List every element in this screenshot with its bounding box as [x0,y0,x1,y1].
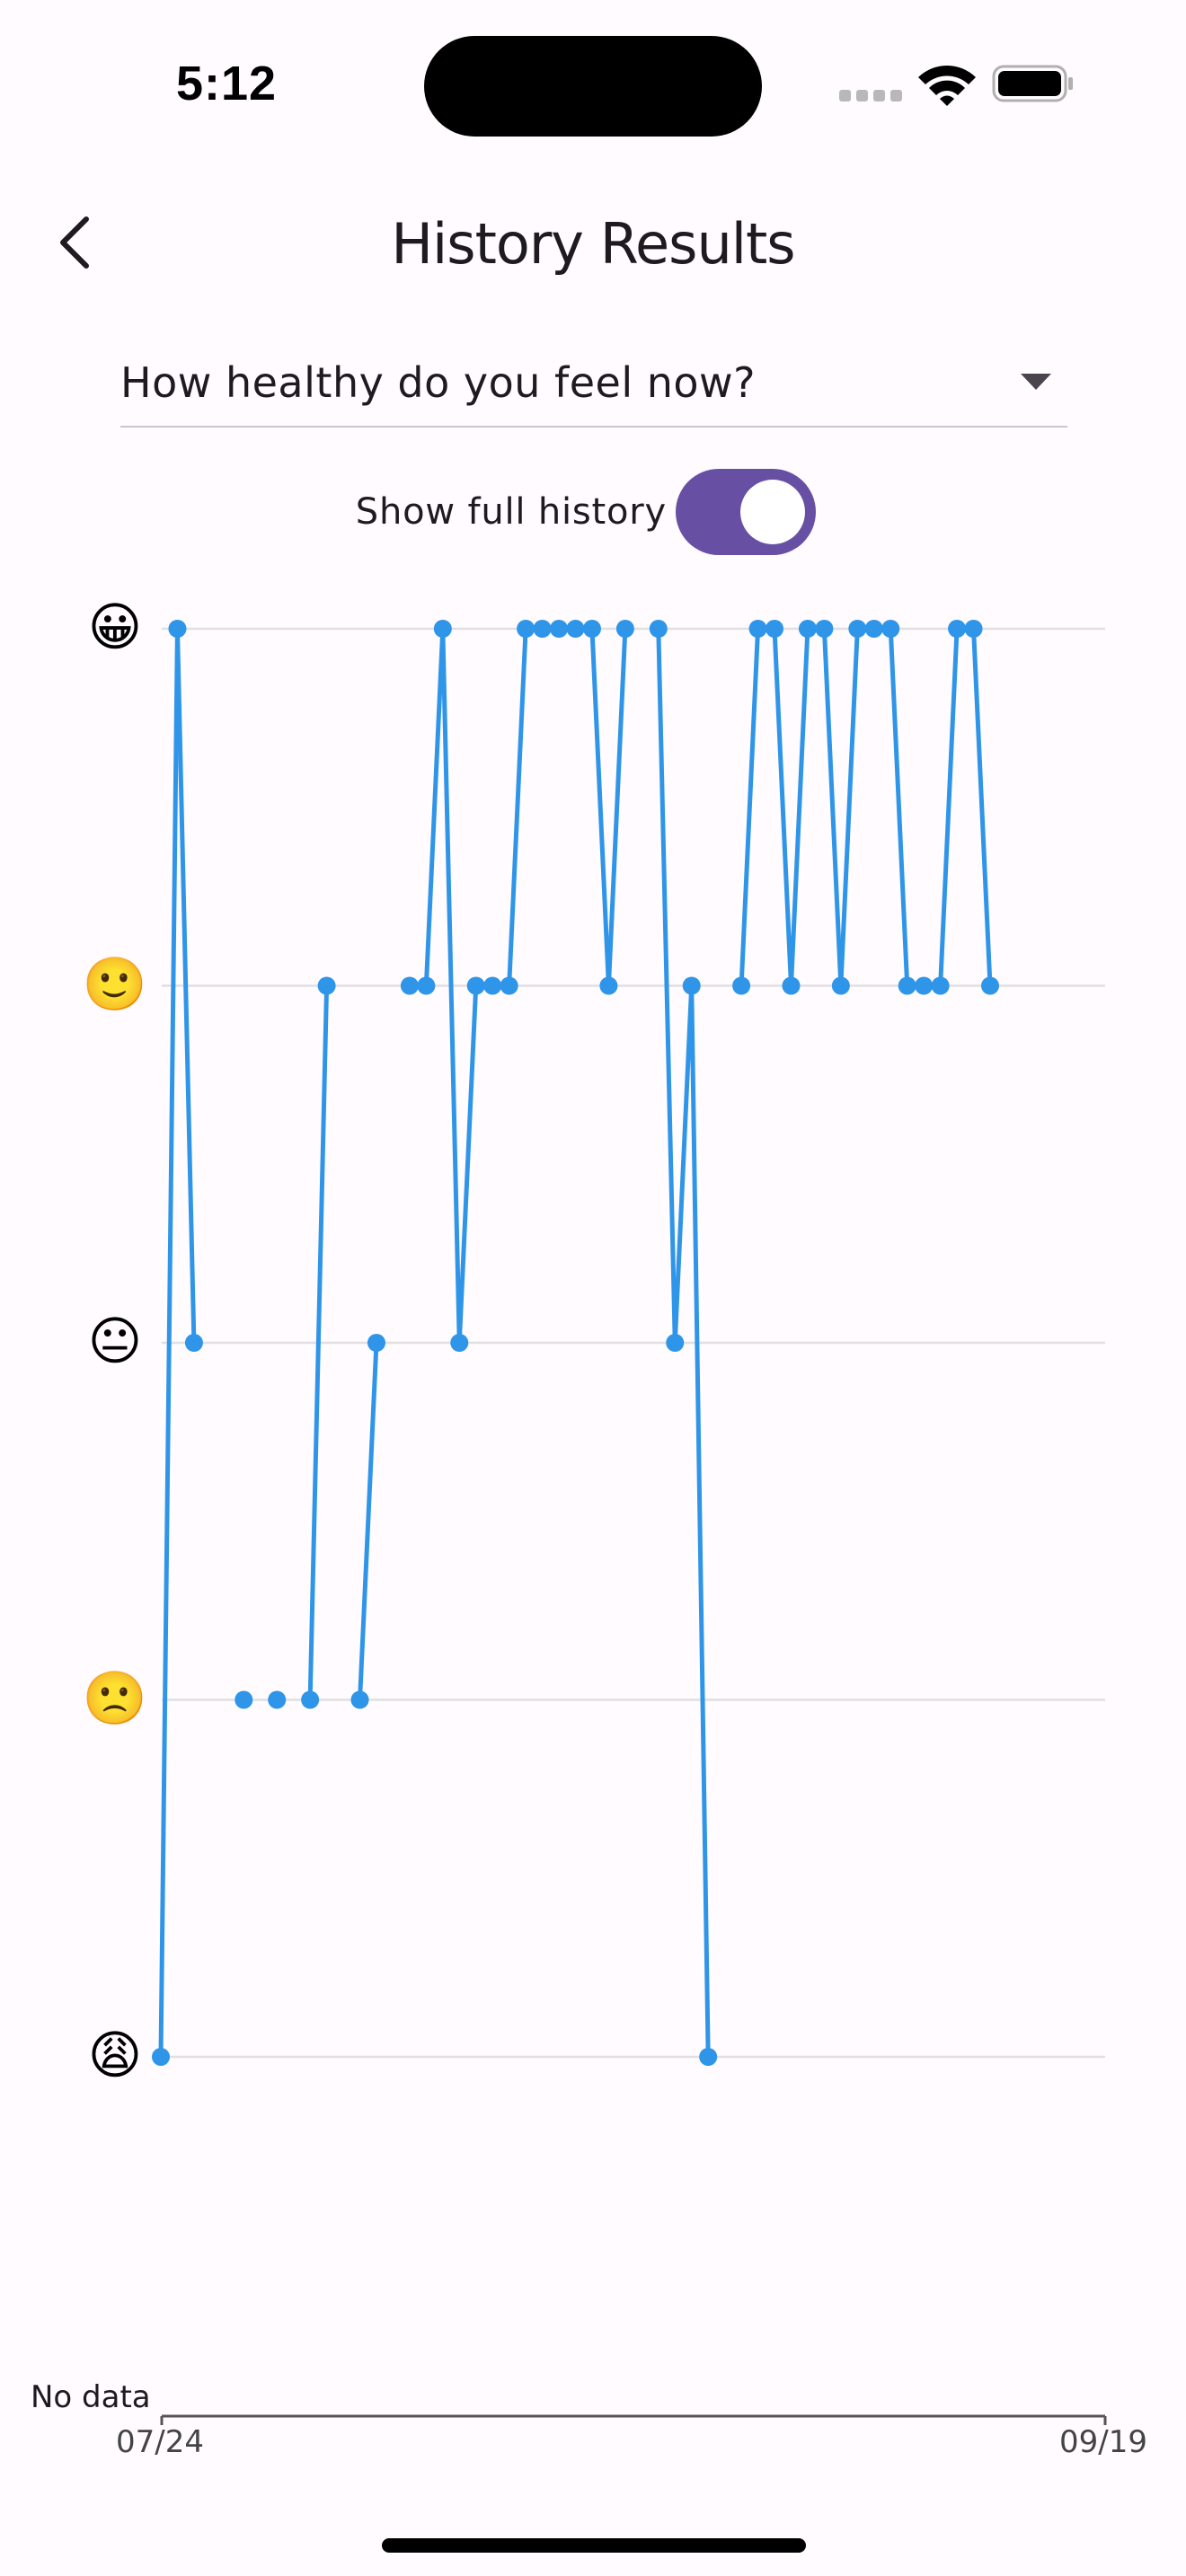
data-point [582,620,601,638]
series-line-segment [174,626,197,1345]
data-point [417,976,436,995]
data-point [848,620,867,638]
cellular-signal-icon [839,90,902,101]
data-point [964,620,983,638]
data-point [268,1690,287,1709]
dynamic-island [424,36,762,137]
question-select[interactable]: How healthy do you feel now? [120,350,1067,428]
series-line-segment [672,984,695,1345]
series-line-segment [656,626,677,1345]
series-line-segment [507,626,528,988]
data-point [831,976,850,995]
series-line-segment [888,626,910,988]
series-line-segment [158,626,180,2060]
data-point [898,976,916,995]
question-select-value: How healthy do you feel now? [120,358,757,407]
data-point [317,976,336,995]
data-point [798,620,817,638]
page-title: History Results [391,211,795,277]
no-data-label: No data [31,2379,151,2415]
data-point [350,1690,369,1709]
y-tick-emoji: 😩 [88,2025,142,2086]
x-end-label: 09/19 [1059,2424,1147,2460]
data-point [815,620,834,638]
data-point [367,1334,385,1352]
data-point [450,1334,469,1352]
data-point [782,976,801,995]
y-tick-emoji: 😐 [88,1310,142,1372]
full-history-toggle[interactable] [676,469,816,555]
data-point [915,976,934,995]
data-point [533,620,552,638]
data-point [732,976,751,995]
wifi-icon [918,66,976,106]
data-point [699,2048,718,2066]
dropdown-arrow-icon [1021,374,1051,390]
data-point [301,1690,320,1709]
series-line-segment [307,984,330,1702]
data-point [881,620,900,638]
data-point [599,976,618,995]
data-point [550,620,569,638]
series-line-segment [358,1340,379,1702]
y-tick-emoji: 🙂 [83,954,147,1015]
series-line-segment [689,984,711,2060]
data-point [152,2048,170,2066]
back-button[interactable] [47,205,108,280]
data-point [931,976,950,995]
data-point [466,976,485,995]
data-point [235,1690,253,1709]
series-line-segment [971,626,993,988]
data-point [184,1334,203,1352]
series-line-segment [423,626,446,988]
data-point [517,620,535,638]
data-point [500,976,518,995]
series-line-segment [606,626,628,988]
data-point [981,976,999,995]
status-time: 5:12 [176,57,278,110]
data-point [566,620,585,638]
full-history-label: Show full history [355,491,667,533]
data-point [615,620,634,638]
data-point [766,620,784,638]
data-point [168,620,187,638]
home-indicator [382,2538,806,2553]
series-line-segment [821,626,844,988]
data-point [682,976,701,995]
series-line-segment [739,626,761,988]
data-point [400,976,419,995]
data-point [649,620,668,638]
y-tick-emoji: 🙁 [83,1668,147,1729]
series-line-segment [838,626,860,988]
data-point [948,620,967,638]
series-line-segment [440,626,462,1345]
data-point [666,1334,685,1352]
data-point [483,976,502,995]
series-line-segment [456,984,479,1345]
series-line-segment [772,626,793,988]
series-line-segment [938,626,960,988]
toggle-knob [740,480,805,544]
y-tick-emoji: 😀 [88,596,142,657]
series-line-segment [788,626,810,988]
data-point [433,620,452,638]
series-line-segment [589,626,611,988]
x-start-label: 07/24 [116,2424,204,2460]
data-point [748,620,767,638]
data-point [864,620,883,638]
battery-icon [992,65,1073,102]
